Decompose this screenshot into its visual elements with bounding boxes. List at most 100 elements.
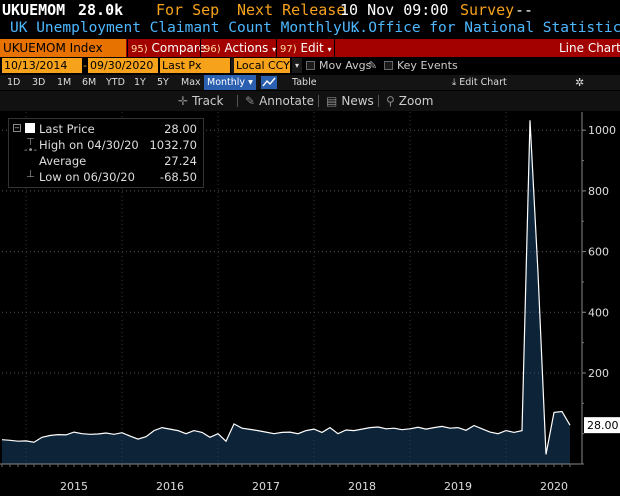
frequency-select[interactable]: Monthly ▾ xyxy=(204,75,256,90)
next-release-value: 10 Nov 09:00 xyxy=(340,1,449,19)
end-date-field[interactable]: 09/30/2020 xyxy=(88,58,158,73)
zoom-tool[interactable]: ⚲ Zoom xyxy=(386,91,433,111)
zoom-label: Zoom xyxy=(398,94,434,108)
high-value: 1032.70 xyxy=(149,138,197,152)
compare-label: Compare xyxy=(151,41,206,55)
chart-style-icon[interactable] xyxy=(261,76,277,89)
actions-num: 96) xyxy=(204,44,221,55)
compare-menu[interactable]: 95) Compare xyxy=(128,39,206,57)
x-tick-label: 2018 xyxy=(348,480,376,493)
divider xyxy=(334,39,335,57)
news-tool[interactable]: ▤ News xyxy=(326,91,374,111)
survey-label: Survey xyxy=(460,1,515,19)
range-3d[interactable]: 3D xyxy=(32,77,46,88)
x-tick-label: 2017 xyxy=(252,480,280,493)
magnifier-icon: ⚲ xyxy=(386,94,395,108)
x-tick-label: 2016 xyxy=(156,480,184,493)
actions-menu[interactable]: 96) Actions ▾ xyxy=(201,39,276,57)
pencil-icon[interactable]: ✎ xyxy=(368,59,378,72)
x-tick-label: 2015 xyxy=(60,480,88,493)
y-tick-label: 800 xyxy=(588,185,609,198)
start-date-field[interactable]: 10/13/2014 xyxy=(2,58,82,73)
key-events-checkbox[interactable] xyxy=(384,61,393,70)
last-price-label: Last Price xyxy=(39,122,95,136)
series-line xyxy=(1,120,571,455)
currency-select[interactable]: Local CCY xyxy=(234,58,290,73)
range-1y[interactable]: 1Y xyxy=(134,77,146,88)
field-select[interactable]: Last Px xyxy=(160,58,230,73)
security-description: UK Unemployment Claimant Count Monthly .… xyxy=(0,18,620,38)
range-1d[interactable]: 1D xyxy=(7,77,21,88)
edit-menu[interactable]: 97) Edit ▾ xyxy=(277,39,332,57)
last-price-value: 28.00 xyxy=(164,122,197,136)
collapse-icon[interactable]: − xyxy=(13,124,21,132)
period-label: For Sep xyxy=(156,1,220,19)
date-separator: - xyxy=(83,59,87,72)
low-marker-icon: ⊥ xyxy=(26,169,35,180)
gear-icon[interactable]: ✲ xyxy=(575,76,585,89)
average-value: 27.24 xyxy=(164,154,197,168)
last-price-swatch xyxy=(25,123,35,133)
compare-num: 95) xyxy=(131,44,148,55)
last-value-tag xyxy=(584,417,620,434)
x-tick-label: 2020 xyxy=(540,480,568,493)
command-bar: UKUEMOM Index 95) Compare 96) Actions ▾ … xyxy=(0,39,620,57)
chevron-down-icon: ▾ xyxy=(327,45,332,54)
annotate-tool[interactable]: ✎ Annotate xyxy=(245,91,314,111)
x-tick-label: 2019 xyxy=(444,480,472,493)
divider xyxy=(127,39,128,57)
pencil-icon: ✎ xyxy=(245,94,256,108)
description-text: UK Unemployment Claimant Count Monthly .… xyxy=(10,20,368,36)
range-6m[interactable]: 6M xyxy=(82,77,97,88)
average-marker-icon: -•- xyxy=(24,145,38,156)
table-button[interactable]: Table xyxy=(292,77,317,88)
chart-type-label: Line Chart xyxy=(559,41,620,55)
edit-label: Edit xyxy=(300,41,324,55)
y-tick-label: 200 xyxy=(588,367,609,380)
divider xyxy=(276,39,277,57)
last-value-tag-text: 28.00 xyxy=(587,419,619,432)
edit-chart-button[interactable]: ⤓ Edit Chart xyxy=(452,75,507,90)
edit-num: 97) xyxy=(280,44,297,55)
average-label: Average xyxy=(39,154,87,168)
range-1m[interactable]: 1M xyxy=(57,77,72,88)
edit-chart-label: Edit Chart xyxy=(459,77,507,88)
y-tick-label: 1000 xyxy=(588,124,616,137)
low-value: -68.50 xyxy=(159,170,197,184)
actions-label: Actions xyxy=(224,41,269,55)
chart-toolbar: ✛ Track ✎ Annotate ▤ News ⚲ Zoom xyxy=(0,91,620,111)
chevron-down-icon: ▾ xyxy=(272,45,277,54)
last-value: 28.0k xyxy=(78,1,124,19)
y-tick-label: 600 xyxy=(588,246,609,259)
divider xyxy=(378,95,379,107)
source-text: UK Office for National Statistics xyxy=(342,20,620,36)
range-bar: 1D 3D 1M 6M YTD 1Y 5Y Max Monthly ▾ Tabl… xyxy=(0,75,620,90)
chevron-down-icon[interactable]: ▾ xyxy=(292,58,302,73)
security-header: UKUEMOM 28.0k For Sep Next Release 10 No… xyxy=(0,0,620,20)
range-ytd[interactable]: YTD xyxy=(106,77,125,88)
frequency-label: Monthly xyxy=(207,77,246,88)
divider xyxy=(318,95,319,107)
line-chart[interactable]: 200 400 600 800 1000 2015 2016 2017 2018 2019 2020… xyxy=(0,112,620,496)
mov-avgs-checkbox[interactable] xyxy=(306,61,315,70)
low-label: Low on 06/30/20 xyxy=(39,170,135,184)
crosshair-icon: ✛ xyxy=(178,94,189,108)
news-icon: ▤ xyxy=(326,94,338,108)
ticker-symbol: UKUEMOM xyxy=(2,1,66,19)
divider xyxy=(200,39,201,57)
high-label: High on 04/30/20 xyxy=(39,138,139,152)
security-input[interactable]: UKUEMOM Index xyxy=(0,39,126,57)
mov-avgs-label: Mov Avgs xyxy=(319,59,372,72)
chart-legend: − Last Price 28.00 ⊤ High on 04/30/20 10… xyxy=(8,118,204,188)
news-label: News xyxy=(341,94,374,108)
divider xyxy=(237,95,238,107)
edit-chart-icon: ⤓ xyxy=(452,77,457,88)
next-release-label: Next Release xyxy=(237,1,346,19)
key-events-label: Key Events xyxy=(397,59,458,72)
y-tick-label: 400 xyxy=(588,306,609,319)
annotate-label: Annotate xyxy=(259,94,314,108)
track-tool[interactable]: ✛ Track xyxy=(178,91,223,111)
range-5y[interactable]: 5Y xyxy=(157,77,169,88)
parameters-bar: 10/13/2014 - 09/30/2020 Last Px ▾ Local … xyxy=(0,58,620,73)
range-max[interactable]: Max xyxy=(181,77,201,88)
